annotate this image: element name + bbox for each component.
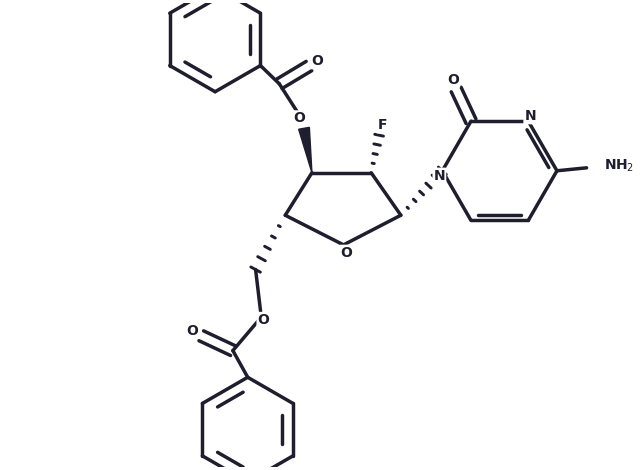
Text: O: O [340, 246, 353, 260]
Text: O: O [447, 73, 459, 86]
Polygon shape [299, 127, 312, 173]
Text: O: O [186, 324, 198, 338]
Text: O: O [311, 54, 323, 68]
Text: NH$_2$: NH$_2$ [604, 157, 635, 174]
Text: N: N [524, 109, 536, 123]
Text: F: F [378, 118, 387, 133]
Text: O: O [293, 111, 305, 125]
Text: N: N [433, 169, 445, 183]
Text: O: O [257, 313, 269, 327]
